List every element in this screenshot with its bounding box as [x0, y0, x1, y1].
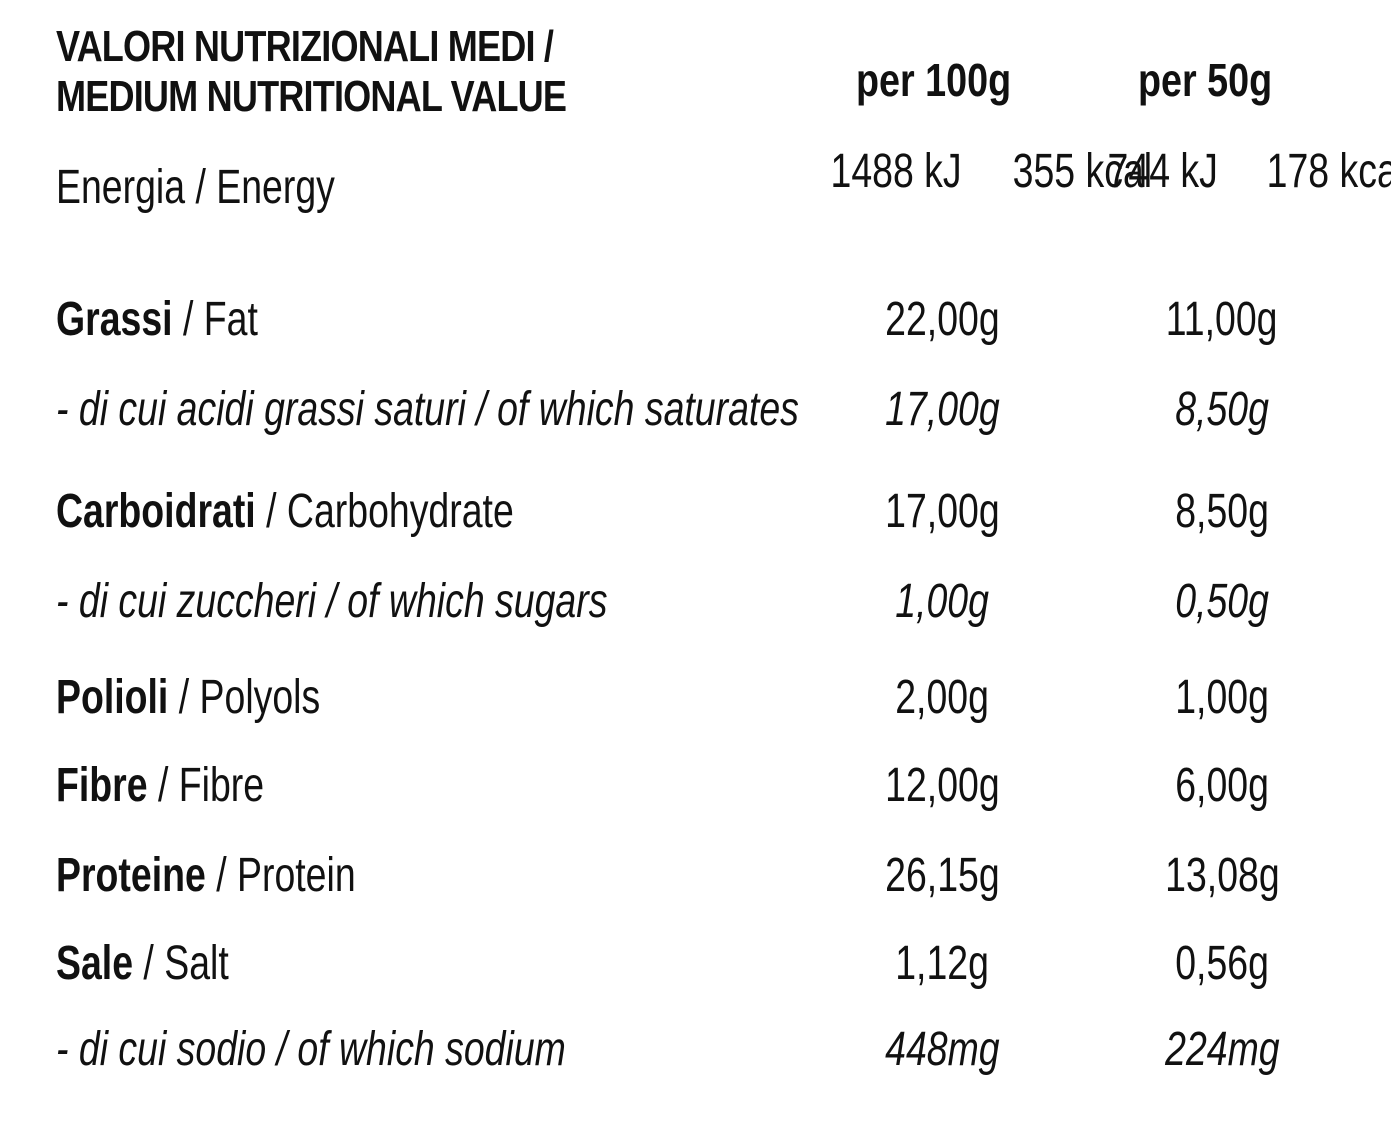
value-per-50g: 13,08g	[1164, 849, 1280, 902]
value-per-50g: 224mg	[1164, 1023, 1280, 1076]
value-per-100g: 17,00g	[884, 485, 1000, 538]
value-per-100g: 12,00g	[884, 759, 1000, 812]
row-label: - di cui sodio / of which sodium	[56, 1023, 566, 1076]
value-per-100g: 2,00g	[895, 671, 989, 724]
table-title: VALORI NUTRIZIONALI MEDI / MEDIUM NUTRIT…	[56, 22, 567, 122]
value-per-50g: 6,00g	[1175, 759, 1269, 812]
row-label: Polioli / Polyols	[56, 671, 321, 724]
value-per-50g: 11,00g	[1166, 293, 1278, 346]
value-per-50g: 1,00g	[1175, 671, 1269, 724]
row-label: Sale / Salt	[56, 937, 229, 990]
row-label: Fibre / Fibre	[56, 759, 265, 812]
value-per-100g: 26,15g	[884, 849, 1000, 902]
value-per-50g: 744 kJ 178 kcal	[1107, 145, 1391, 198]
value-per-100g: 22,00g	[884, 293, 1000, 346]
value-per-50g: 8,50g	[1175, 383, 1269, 436]
value-per-50g: 8,50g	[1175, 485, 1269, 538]
row-label: Carboidrati / Carbohydrate	[56, 485, 514, 538]
row-label: - di cui acidi grassi saturi / of which …	[56, 383, 799, 436]
value-per-100g: 448mg	[884, 1023, 1000, 1076]
column-header-per-50g: per 50g	[1138, 54, 1273, 106]
value-per-100g: 1,12g	[895, 937, 989, 990]
value-per-50g: 0,56g	[1175, 937, 1269, 990]
row-label: - di cui zuccheri / of which sugars	[56, 575, 608, 628]
row-label: Grassi / Fat	[56, 293, 258, 346]
value-per-100g: 1,00g	[895, 575, 989, 628]
value-per-50g: 0,50g	[1175, 575, 1269, 628]
row-label: Proteine / Protein	[56, 849, 356, 902]
value-per-100g: 17,00g	[884, 383, 1000, 436]
value-per-100g: 1488 kJ 355 kcal	[830, 145, 1153, 198]
table-title-line2: MEDIUM NUTRITIONAL VALUE	[56, 72, 567, 121]
row-label: Energia / Energy	[56, 161, 335, 214]
table-title-line1: VALORI NUTRIZIONALI MEDI /	[56, 22, 554, 71]
column-header-per-100g: per 100g	[856, 54, 1012, 106]
